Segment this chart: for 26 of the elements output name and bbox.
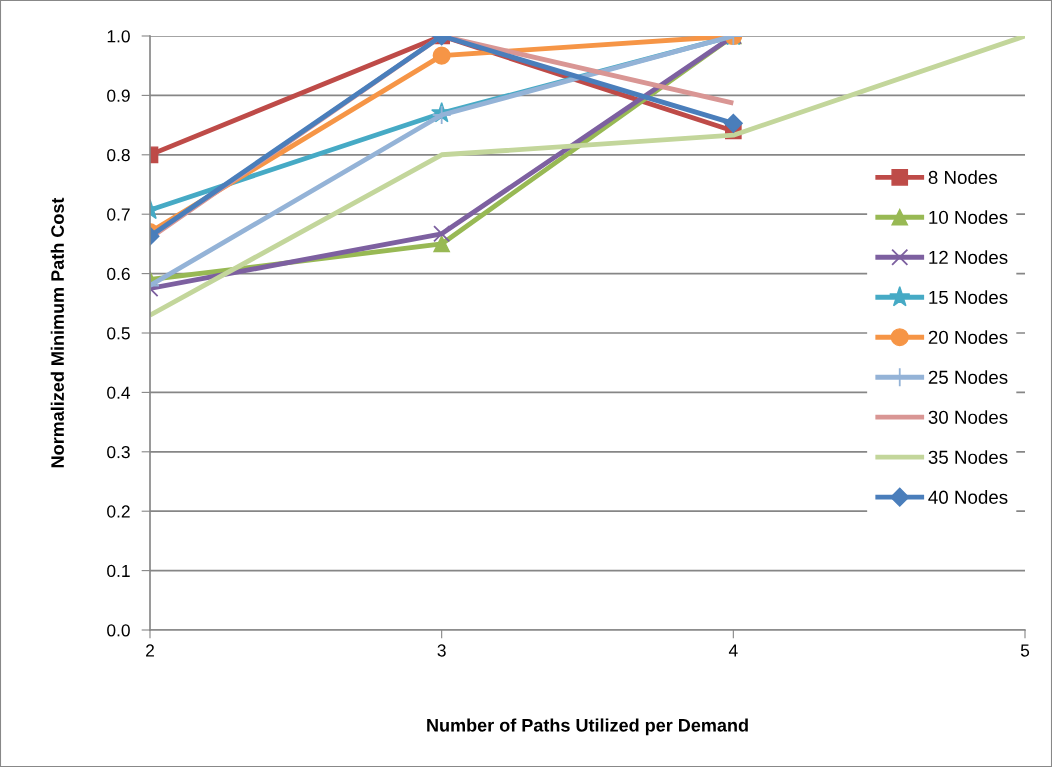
y-tick-label: 0.2 — [107, 505, 130, 518]
legend-label: 20 Nodes — [928, 330, 1008, 344]
x-axis-title: Number of Paths Utilized per Demand — [427, 718, 748, 736]
x-tick-label: 2 — [146, 644, 154, 657]
x-tick-label: 3 — [437, 644, 446, 657]
legend-label: 40 Nodes — [928, 490, 1008, 504]
x-tick-label: 5 — [1020, 644, 1030, 657]
y-tick-label: 0.6 — [107, 267, 130, 281]
legend-label: 10 Nodes — [929, 210, 1008, 225]
legend-label: 35 Nodes — [928, 450, 1008, 464]
y-tick-label: 0.0 — [107, 624, 130, 637]
legend-label: 8 Nodes — [928, 170, 998, 185]
y-axis-title: Normalized Minimum Path Cost — [50, 197, 64, 468]
y-tick-label: 0.9 — [107, 89, 130, 102]
y-tick-label: 0.5 — [107, 327, 130, 340]
legend-label: 15 Nodes — [929, 290, 1008, 304]
y-tick-label: 0.3 — [107, 445, 130, 459]
y-tick-label: 0.7 — [107, 208, 130, 221]
y-tick-label: 0.4 — [107, 386, 131, 399]
legend-label: 25 Nodes — [928, 370, 1008, 384]
x-tick-label: 4 — [728, 644, 738, 657]
y-tick-label: 0.1 — [107, 564, 130, 578]
y-tick-label: 0.8 — [107, 148, 130, 162]
y-tick-label: 1.0 — [107, 30, 130, 43]
legend-label: 12 Nodes — [929, 250, 1008, 265]
legend-label: 30 Nodes — [928, 410, 1008, 424]
